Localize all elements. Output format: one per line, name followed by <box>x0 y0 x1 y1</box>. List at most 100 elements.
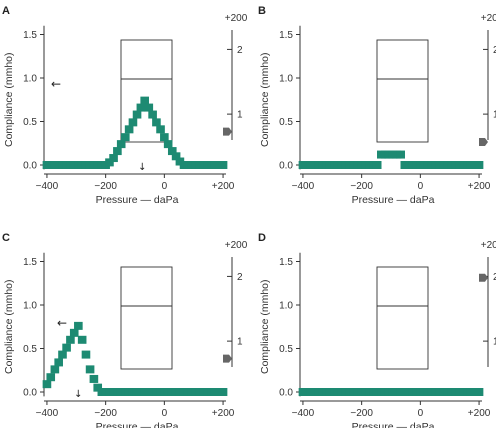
right-scale-tick-label: 2 <box>493 45 496 56</box>
data-bar <box>46 373 56 382</box>
y-axis-label: Compliance (mmho) <box>259 279 271 374</box>
data-bar <box>116 140 126 149</box>
right-scale-label: +200 <box>225 13 248 24</box>
y-tick-label: 0.5 <box>23 344 37 355</box>
data-bar <box>171 152 181 161</box>
right-scale-label: +200 <box>481 13 496 24</box>
x-axis-label: Pressure — daPa <box>352 194 435 206</box>
right-scale-label: +200 <box>481 240 496 251</box>
x-tick-label: +200 <box>468 408 491 419</box>
reference-box <box>120 39 173 143</box>
data-bar <box>152 118 161 127</box>
data-bar <box>140 96 149 105</box>
y-tick-label: 0.0 <box>23 161 37 172</box>
y-tick-label: 1.0 <box>279 74 293 85</box>
data-bar <box>89 374 99 383</box>
data-bar <box>372 161 382 169</box>
reference-box <box>376 39 429 143</box>
y-tick-label: 0.5 <box>23 117 37 128</box>
x-tick-label: 0 <box>418 181 424 192</box>
x-tick-label: −400 <box>36 408 59 419</box>
right-scale-tick-label: 1 <box>237 110 243 121</box>
data-bar <box>42 380 52 389</box>
data-bar <box>50 365 60 374</box>
data-bar <box>105 158 114 167</box>
y-tick-label: 1.0 <box>279 301 293 312</box>
x-tick-label: −200 <box>94 408 117 419</box>
data-bar <box>85 365 95 374</box>
data-bar <box>128 118 138 127</box>
data-bar <box>62 343 71 352</box>
x-tick-label: −400 <box>36 181 59 192</box>
x-tick-label: −400 <box>292 408 315 419</box>
panel-c: C 0.0 0.5 1.0 1.5 Compliance (mmho) −400 −200 0 +… <box>2 232 248 428</box>
y-tick-label: 1.5 <box>279 30 293 41</box>
data-bar <box>54 358 63 367</box>
right-scale-tick-label: 2 <box>493 272 496 283</box>
data-bar <box>218 161 228 169</box>
panel-label: A <box>2 5 10 17</box>
data-bar <box>132 110 142 119</box>
x-axis-label: Pressure — daPa <box>96 421 179 428</box>
panel-label: D <box>258 232 266 244</box>
x-tick-label: −200 <box>350 408 373 419</box>
data-bar <box>148 110 157 119</box>
reference-box <box>120 266 173 370</box>
peak-arrow-icon: ← <box>57 316 67 330</box>
data-bar <box>136 103 146 112</box>
x-tick-label: +200 <box>468 181 491 192</box>
x-axis-label: Pressure — daPa <box>352 421 435 428</box>
right-scale-marker <box>223 354 232 363</box>
right-scale-tick-label: 2 <box>237 45 243 56</box>
data-bar <box>113 147 122 156</box>
y-tick-label: 1.5 <box>279 257 293 268</box>
y-tick-label: 0.0 <box>279 161 293 172</box>
x-axis-label: Pressure — daPa <box>96 194 179 206</box>
y-tick-label: 1.5 <box>23 257 37 268</box>
data-bar <box>163 140 173 149</box>
data-bar <box>167 147 177 156</box>
data-bar <box>81 350 91 359</box>
x-tick-label: 0 <box>162 181 168 192</box>
pressure-marker-icon: ↓ <box>138 162 146 173</box>
panel-a: A 0.0 0.5 1.0 1.5 Compliance (mmho) −400 −200 0 +… <box>2 5 248 206</box>
data-bar <box>156 125 165 134</box>
right-scale-tick-label: 2 <box>237 272 243 283</box>
data-bar <box>218 388 228 396</box>
panel-b: B 0.0 0.5 1.0 1.5 Compliance (mmho) −400 −200 0 +… <box>258 5 496 206</box>
y-tick-label: 0.0 <box>279 388 293 399</box>
data-bar <box>93 383 103 392</box>
y-axis-label: Compliance (mmho) <box>3 52 15 147</box>
right-scale-marker <box>479 137 488 146</box>
panel-label: C <box>2 232 10 244</box>
y-tick-label: 1.0 <box>23 301 37 312</box>
data-bar <box>58 350 67 359</box>
data-bar <box>121 133 130 142</box>
data-bar <box>160 133 169 142</box>
y-tick-label: 0.5 <box>279 344 293 355</box>
x-tick-label: 0 <box>418 408 424 419</box>
x-tick-label: 0 <box>162 408 168 419</box>
panel-d: D 0.0 0.5 1.0 1.5 Compliance (mmho) −400 −200 0 +… <box>258 232 496 428</box>
x-tick-label: −200 <box>350 181 373 192</box>
y-tick-label: 1.0 <box>23 74 37 85</box>
right-scale-marker <box>223 127 232 136</box>
y-axis-label: Compliance (mmho) <box>3 279 15 374</box>
x-tick-label: −200 <box>94 181 117 192</box>
right-scale-marker <box>479 273 488 282</box>
data-bar <box>74 321 83 330</box>
data-bar <box>69 328 79 337</box>
data-bar <box>124 125 134 134</box>
data-bar <box>77 335 87 344</box>
data-bar <box>396 150 405 159</box>
right-scale-tick-label: 1 <box>493 110 496 121</box>
pressure-marker-icon: ↓ <box>74 389 82 400</box>
data-bar <box>144 103 154 112</box>
reference-box <box>376 266 429 370</box>
y-tick-label: 1.5 <box>23 30 37 41</box>
right-scale-tick-label: 1 <box>237 337 243 348</box>
peak-arrow-icon: ← <box>51 77 61 91</box>
x-tick-label: +200 <box>212 408 235 419</box>
right-scale-label: +200 <box>225 240 248 251</box>
